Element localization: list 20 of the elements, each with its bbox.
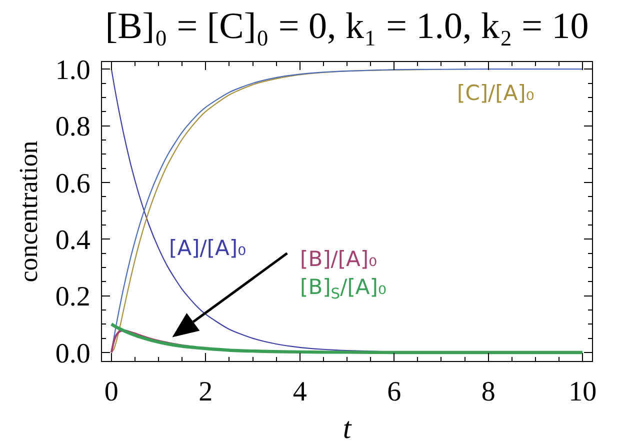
series-label: [C]/[A]₀ (457, 81, 534, 105)
x-tick-label: 2 (198, 376, 213, 408)
y-tick-label: 0.8 (55, 112, 90, 143)
chart-title: [B]₀ = [C]₀ = 0, k₁ = 1.0, k₂ = 10 (105, 6, 589, 47)
x-axis-title: t (342, 412, 352, 445)
x-tick-label: 4 (292, 376, 307, 408)
x-tick-label: 8 (481, 376, 496, 408)
text: [B]/[A]₀ (300, 247, 378, 271)
x-tick-label: 0 (104, 376, 118, 408)
text: [B]$_{S}$/[A]₀ (300, 275, 386, 302)
y-tick-label: 0.6 (55, 168, 90, 200)
line-series (110, 322, 584, 354)
series-label: [A]/[A]₀ (169, 236, 246, 260)
x-tick-label: 10 (568, 376, 597, 408)
x-tick-label: 6 (387, 376, 402, 408)
y-tick-label: 1.0 (55, 54, 90, 86)
y-tick-label: 0.4 (55, 224, 90, 256)
y-tick-label: 0.0 (55, 338, 90, 370)
y-tick-label: 0.2 (55, 282, 90, 313)
y-axis-title: concentration (14, 140, 43, 282)
